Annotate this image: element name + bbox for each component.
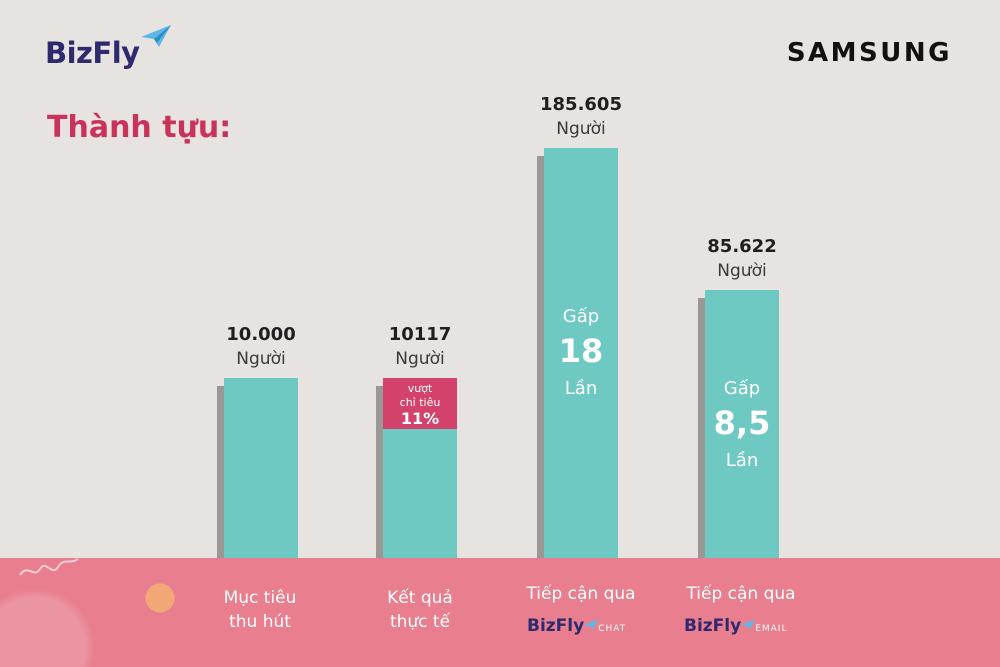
bar-value-label: 10117 — [389, 324, 452, 345]
paper-plane-icon — [741, 619, 756, 630]
category-label-line: thực tế — [389, 612, 451, 632]
multiplier-suffix: Lần — [565, 378, 597, 399]
bar — [224, 378, 298, 558]
category-label-target: Mục tiêu thu hút — [190, 586, 330, 634]
page-title: Thành tựu: — [47, 110, 232, 145]
bar-unit-label: Người — [395, 349, 444, 369]
bizfly-chat-suffix: CHAT — [598, 624, 627, 634]
bizfly-logo: BizFly — [45, 36, 140, 70]
exceed-badge-text: chỉ tiêu — [400, 396, 441, 409]
bizfly-email-name: BizFly — [684, 616, 742, 636]
exceed-badge-text: vượt — [408, 382, 433, 395]
bizfly-email-logo: BizFly EMAIL — [684, 616, 787, 636]
bar-unit-label: Người — [556, 119, 605, 139]
category-label-actual: Kết quả thực tế — [350, 586, 490, 634]
samsung-logo: SAMSUNG — [786, 38, 952, 68]
category-label-line: Kết quả — [387, 588, 453, 608]
category-label-email: Tiếp cận qua — [671, 582, 811, 606]
bizfly-chat-logo: BizFly CHAT — [527, 616, 626, 636]
multiplier-prefix: Gấp — [724, 378, 760, 399]
bar-value-label: 185.605 — [540, 94, 622, 115]
category-label-chat: Tiếp cận qua — [511, 582, 651, 606]
multiplier-prefix: Gấp — [563, 306, 599, 327]
bar-unit-label: Người — [236, 349, 285, 369]
bar-value-label: 85.622 — [707, 236, 776, 257]
bizfly-chat-name: BizFly — [527, 616, 585, 636]
category-label-line: Tiếp cận qua — [686, 584, 796, 604]
bizfly-email-suffix: EMAIL — [755, 624, 788, 634]
multiplier-value: 8,5 — [714, 404, 771, 442]
paper-plane-icon — [141, 25, 171, 47]
bar — [544, 148, 618, 558]
bottom-band — [0, 558, 1000, 667]
multiplier-suffix: Lần — [726, 450, 758, 471]
multiplier-value: 18 — [559, 332, 604, 370]
exceed-badge-percent: 11% — [401, 409, 439, 428]
paper-plane-icon — [584, 619, 599, 630]
bar-unit-label: Người — [717, 261, 766, 281]
bar-value-label: 10.000 — [226, 324, 295, 345]
bar — [705, 290, 779, 558]
exceed-badge — [383, 378, 457, 429]
category-label-line: thu hút — [229, 612, 291, 632]
category-label-line: Mục tiêu — [223, 588, 297, 608]
category-label-line: Tiếp cận qua — [526, 584, 636, 604]
decorative-squiggle — [19, 558, 79, 576]
